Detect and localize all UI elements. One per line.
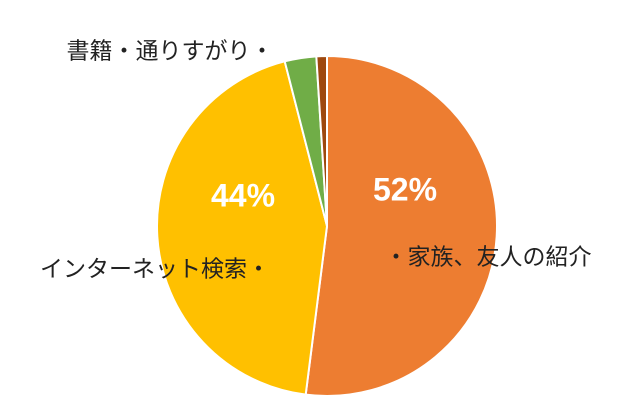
pie-slice <box>315 54 328 227</box>
category-label: ・家族、友人の紹介 <box>385 245 592 271</box>
pie-slice <box>156 60 329 396</box>
pie-slice <box>304 54 499 397</box>
category-label: 書籍・通りすがり・ <box>67 39 274 65</box>
value-label: 52% <box>373 171 437 207</box>
value-label: 44% <box>211 177 275 213</box>
category-label: インターネット検索・ <box>40 257 270 283</box>
